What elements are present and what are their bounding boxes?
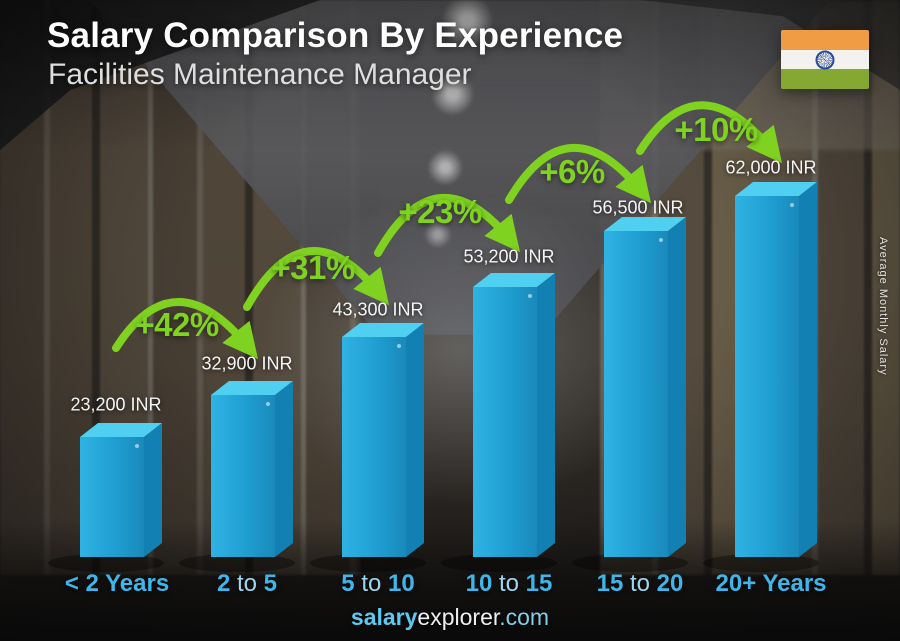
bar-top-face xyxy=(80,423,162,437)
x-axis-label-2-to-5: 2 to 5 xyxy=(217,570,277,598)
page-title: Salary Comparison By Experience xyxy=(47,16,624,55)
x-axis-label-15-to-20: 15 to 20 xyxy=(597,570,684,598)
x-axis-label-text: 10 xyxy=(465,570,493,597)
page-subtitle: Facilities Maintenance Manager xyxy=(48,58,472,91)
x-axis-label-text: 15 xyxy=(596,570,624,597)
brand-link-suffix[interactable]: .com xyxy=(499,604,550,630)
x-axis-label-text: 15 xyxy=(525,570,553,597)
bar-front-face xyxy=(604,231,668,557)
x-axis-label-to: to xyxy=(354,570,389,597)
bar-side-face xyxy=(668,217,686,557)
bar-front-face xyxy=(80,437,144,557)
bar-shadow xyxy=(310,554,426,572)
increase-arrow-5 xyxy=(636,101,783,164)
increase-label: +6% xyxy=(539,153,605,190)
x-axis-label-to: to xyxy=(492,570,526,597)
bar-shadow xyxy=(179,554,295,572)
brand-link-part[interactable]: explorer xyxy=(417,604,500,630)
bar-shadow xyxy=(48,554,164,572)
flag-green-stripe xyxy=(781,69,869,89)
bar-front-face xyxy=(211,395,275,557)
bar-top-face xyxy=(211,381,293,395)
x-axis-label-5-to-10: 5 to 10 xyxy=(341,570,414,598)
bar-shadow xyxy=(572,554,688,572)
value-label: 32,900 INR xyxy=(201,353,293,374)
increase-arrow-2 xyxy=(243,247,390,311)
flag-saffron-stripe xyxy=(781,30,869,50)
x-axis-label-10-to-15: 10 to 15 xyxy=(466,570,553,598)
brand-link[interactable]: salary xyxy=(350,604,418,630)
bar-2-years xyxy=(80,423,162,557)
bar-top-face xyxy=(604,217,686,231)
value-label: 56,500 INR xyxy=(592,197,684,218)
bar-highlight-speck xyxy=(528,294,532,298)
x-axis-label-text: 5 xyxy=(341,570,355,597)
y-axis-label: Average Monthly Salary xyxy=(877,237,889,376)
x-axis-label-text: 20+ Years xyxy=(715,570,827,597)
increase-arrow-3 xyxy=(374,193,521,257)
bar-highlight-speck xyxy=(659,238,663,242)
bar-shadow xyxy=(441,554,557,572)
bar-side-face xyxy=(537,273,555,557)
x-axis-label-text: 2 xyxy=(216,570,231,597)
increase-arrow-4 xyxy=(505,143,652,204)
x-axis-label-text: 20 xyxy=(656,570,684,597)
bar-highlight-speck xyxy=(397,344,401,348)
value-label: 43,300 INR xyxy=(332,299,424,320)
bar-5-to-10 xyxy=(342,323,424,557)
bar-10-to-15 xyxy=(473,273,555,557)
increase-label: +31% xyxy=(271,249,355,286)
bar-front-face xyxy=(342,337,406,557)
bar-15-to-20 xyxy=(604,217,686,557)
bar-side-face xyxy=(799,182,817,557)
increase-label: +10% xyxy=(674,111,758,148)
bar-top-face xyxy=(342,323,424,337)
bar-2-to-5 xyxy=(211,381,293,557)
x-axis-label-text: 5 xyxy=(263,570,278,597)
bar-highlight-speck xyxy=(790,203,794,207)
x-axis-label-to: to xyxy=(230,570,264,597)
bar-highlight-speck xyxy=(135,444,139,448)
x-axis-label-under-2-years: < 2 Years xyxy=(65,570,169,598)
bar-front-face xyxy=(735,196,799,557)
india-flag xyxy=(781,30,869,89)
increase-arrow-1 xyxy=(112,298,259,360)
increase-label: +23% xyxy=(398,193,482,230)
bar-20-years xyxy=(735,182,817,557)
brand-footer: salaryexplorer.com xyxy=(0,604,900,631)
increase-label: +42% xyxy=(135,306,219,343)
bar-side-face xyxy=(406,323,424,557)
bar-side-face xyxy=(275,381,293,557)
value-label: 62,000 INR xyxy=(725,157,817,178)
bar-shadow xyxy=(703,554,819,572)
bar-top-face xyxy=(735,182,817,196)
x-axis-label-text: 10 xyxy=(388,570,415,597)
ashoka-chakra-icon xyxy=(815,50,835,69)
bar-highlight-speck xyxy=(266,402,270,406)
value-label: 53,200 INR xyxy=(463,246,555,267)
bar-side-face xyxy=(144,423,162,557)
value-label: 23,200 INR xyxy=(70,394,162,415)
bar-front-face xyxy=(473,287,537,557)
x-axis-label-20-plus-years: 20+ Years xyxy=(715,570,826,598)
x-axis-label-text: < 2 Years xyxy=(64,570,170,597)
x-axis-label-to: to xyxy=(623,570,657,597)
bar-top-face xyxy=(473,273,555,287)
